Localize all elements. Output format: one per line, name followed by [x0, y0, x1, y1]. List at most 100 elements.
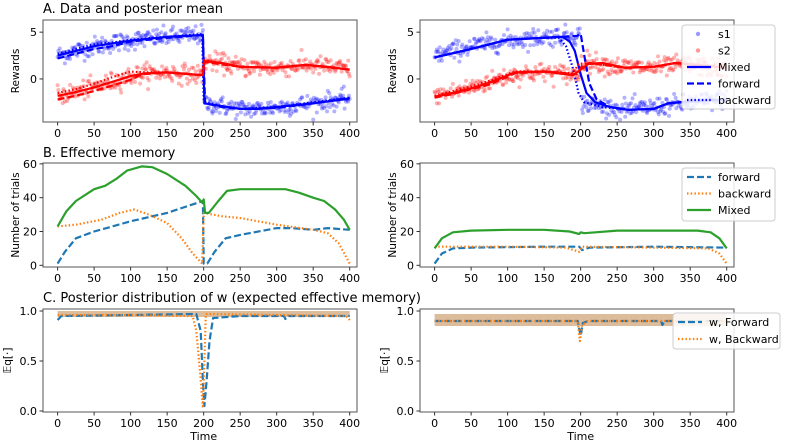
scatter-point-s2 — [441, 87, 446, 92]
scatter-point-s1 — [116, 48, 121, 53]
scatter-point-s1 — [179, 28, 184, 33]
scatter-point-s1 — [617, 109, 622, 114]
scatter-point-s1 — [585, 98, 590, 103]
scatter-point-s2 — [456, 93, 461, 98]
scatter-point-s1 — [553, 27, 558, 32]
scatter-point-s2 — [560, 64, 565, 69]
scatter-point-s2 — [550, 73, 555, 78]
y-tick-label: 20 — [400, 225, 414, 238]
scatter-point-s1 — [445, 46, 450, 51]
scatter-point-s2 — [129, 80, 134, 85]
scatter-point-s2 — [340, 63, 345, 68]
scatter-point-s1 — [164, 41, 169, 46]
series-s1-backward — [434, 36, 727, 111]
scatter-point-s1 — [209, 109, 214, 114]
scatter-point-s1 — [588, 106, 593, 111]
scatter-point-s2 — [284, 74, 289, 79]
scatter-point-s1 — [485, 35, 490, 40]
y-tick-label: 0.0 — [397, 405, 415, 418]
scatter-point-s1 — [259, 101, 264, 106]
scatter-point-s1 — [122, 46, 127, 51]
scatter-point-s1 — [84, 40, 89, 45]
scatter-point-s1 — [473, 42, 478, 47]
panel-A-left: 0 50 100 150 200 250 300 350 400 0 5 Rewards — [10, 19, 360, 140]
series-s1-backward — [57, 32, 350, 111]
scatter-point-s2 — [227, 60, 232, 65]
scatter-point-s2 — [517, 85, 522, 90]
scatter-point-s2 — [210, 68, 215, 73]
scatter-point-s2 — [160, 64, 165, 69]
scatter-point-s2 — [605, 69, 610, 74]
scatter-point-s2 — [62, 99, 67, 104]
x-tick-label: 400 — [716, 272, 737, 285]
scatter-point-s2 — [244, 73, 249, 78]
scatter-point-s1 — [534, 39, 539, 44]
scatter-point-s1 — [177, 40, 182, 45]
scatter-point-s2 — [142, 63, 147, 68]
scatter-point-s2 — [488, 86, 493, 91]
scatter-point-s2 — [140, 66, 145, 71]
scatter-point-s1 — [620, 102, 625, 107]
scatter-point-s2 — [619, 69, 624, 74]
scatter-point-s1 — [542, 31, 547, 36]
scatter-point-s1 — [281, 101, 286, 106]
scatter-point-s1 — [143, 33, 148, 38]
scatter-point-s1 — [187, 38, 192, 43]
legend-item: Mixed — [687, 61, 750, 74]
scatter-point-s2 — [141, 75, 146, 80]
scatter-point-s2 — [271, 70, 276, 75]
scatter-point-s2 — [596, 66, 601, 71]
scatter-point-s1 — [227, 102, 232, 107]
scatter-point-s2 — [674, 52, 679, 57]
y-tick-label: 60 — [23, 158, 37, 171]
x-tick-label: 50 — [87, 272, 101, 285]
scatter-point-s2 — [103, 73, 108, 78]
scatter-point-s1 — [447, 43, 452, 48]
scatter-point-s1 — [306, 104, 311, 109]
scatter-point-s1 — [437, 45, 442, 50]
scatter-point-s2 — [278, 61, 283, 66]
scatter-point-s1 — [251, 103, 256, 108]
scatter-point-s2 — [436, 101, 441, 106]
scatter-point-s2 — [219, 56, 224, 61]
scatter-point-s2 — [667, 66, 672, 71]
series-mixed — [56, 165, 351, 231]
scatter-point-s1 — [488, 35, 493, 40]
scatter-point-s2 — [243, 74, 248, 79]
scatter-point-s1 — [656, 110, 661, 115]
x-tick-label: 200 — [570, 417, 591, 430]
x-tick-label: 100 — [497, 417, 518, 430]
scatter-point-s1 — [511, 45, 516, 50]
scatter-point-s2 — [168, 75, 173, 80]
scatter-point-s1 — [487, 39, 492, 44]
scatter-point-s2 — [637, 60, 642, 65]
scatter-point-s2 — [316, 59, 321, 64]
scatter-point-s2 — [149, 67, 154, 72]
scatter-point-s1 — [176, 38, 181, 43]
scatter-point-s1 — [619, 109, 624, 114]
scatter-point-s2 — [464, 78, 469, 83]
scatter-point-s1 — [512, 42, 517, 47]
scatter-point-s1 — [656, 112, 661, 117]
scatter-point-s2 — [541, 74, 546, 79]
scatter-point-s2 — [213, 49, 218, 54]
legend-marker — [695, 31, 701, 37]
scatter-point-s1 — [308, 97, 313, 102]
scatter-point-s1 — [444, 48, 449, 53]
scatter-point-s2 — [222, 73, 227, 78]
scatter-point-s1 — [569, 31, 574, 36]
scatter-point-s2 — [545, 67, 550, 72]
y-tick-label: 60 — [400, 158, 414, 171]
scatter-point-s1 — [485, 38, 490, 43]
scatter-point-s1 — [111, 46, 116, 51]
scatter-point-s1 — [291, 109, 296, 114]
scatter-point-s1 — [527, 34, 532, 39]
scatter-point-s2 — [180, 64, 185, 69]
scatter-point-s1 — [658, 107, 663, 112]
x-tick-label: 0 — [54, 127, 61, 140]
scatter-point-s2 — [450, 94, 455, 99]
scatter-point-s1 — [646, 104, 651, 109]
scatter-point-s2 — [435, 87, 440, 92]
scatter-point-s1 — [234, 101, 239, 106]
scatter-point-s2 — [325, 67, 330, 72]
